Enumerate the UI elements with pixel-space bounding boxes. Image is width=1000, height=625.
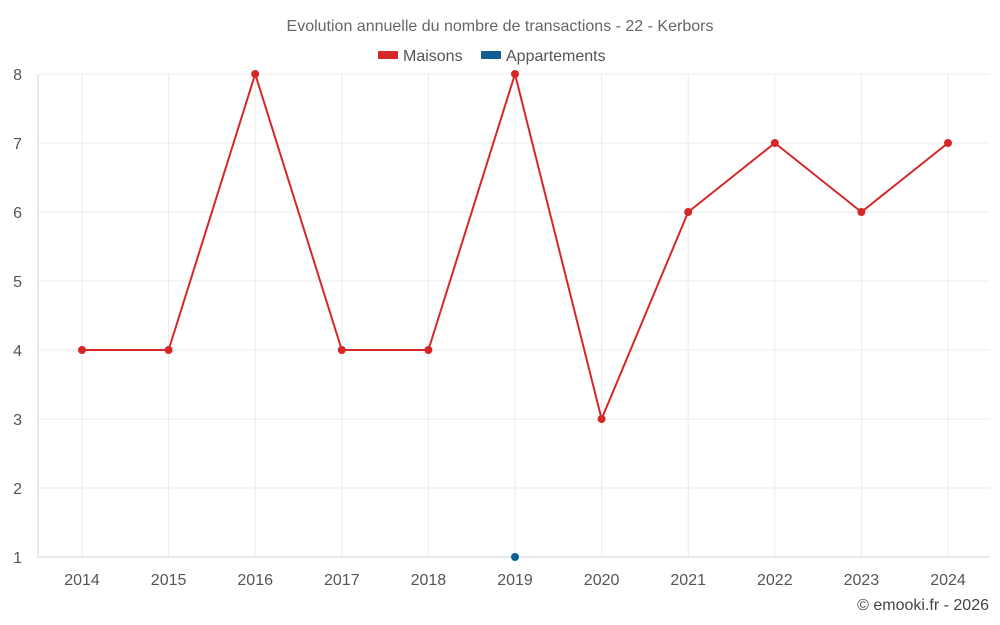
legend: Maisons Appartements	[378, 48, 606, 65]
data-point-maisons	[424, 346, 433, 354]
data-point-maisons	[684, 208, 693, 216]
x-tick-label: 2021	[670, 572, 706, 589]
x-tick-label: 2024	[930, 572, 966, 589]
legend-label-appartements: Appartements	[506, 48, 606, 65]
series-maisons	[78, 70, 952, 423]
x-tick-label: 2017	[324, 572, 360, 589]
data-point-maisons	[597, 415, 606, 423]
data-point-maisons	[251, 70, 260, 78]
plot-series	[78, 70, 952, 561]
y-tick-label: 8	[13, 67, 22, 84]
series-appartements	[511, 553, 519, 561]
data-point-maisons	[857, 208, 866, 216]
y-tick-label: 3	[13, 412, 22, 429]
legend-item-maisons[interactable]: Maisons	[378, 48, 463, 65]
x-tick-label: 2023	[844, 572, 880, 589]
data-point-maisons	[770, 139, 779, 147]
data-point-appartements	[511, 553, 519, 561]
legend-swatch-maisons	[378, 51, 398, 59]
x-tick-label: 2014	[64, 572, 100, 589]
y-tick-label: 2	[13, 481, 22, 498]
credit-text: © emooki.fr - 2026	[857, 597, 989, 614]
y-tick-label: 5	[13, 274, 22, 291]
data-point-maisons	[164, 346, 173, 354]
x-tick-label: 2022	[757, 572, 793, 589]
x-axis-tick-labels: 2014 2015 2016 2017 2018 2019 2020 2021 2022 2023…	[64, 572, 966, 589]
x-tick-label: 2020	[584, 572, 620, 589]
data-point-maisons	[944, 139, 952, 147]
y-tick-label: 6	[13, 205, 22, 222]
grid	[38, 73, 990, 557]
y-tick-label: 7	[13, 136, 22, 153]
x-tick-label: 2018	[411, 572, 447, 589]
x-tick-label: 2016	[237, 572, 273, 589]
legend-label-maisons: Maisons	[403, 48, 463, 65]
chart-title: Evolution annuelle du nombre de transact…	[287, 18, 714, 35]
y-tick-label: 4	[13, 343, 22, 360]
data-point-maisons	[337, 346, 346, 354]
x-tick-label: 2019	[497, 572, 533, 589]
data-point-maisons	[78, 346, 86, 354]
data-point-maisons	[511, 70, 519, 78]
y-axis-tick-labels: 1 2 3 4 5 6 7 8	[13, 67, 22, 567]
legend-swatch-appartements	[481, 51, 501, 59]
x-tick-label: 2015	[151, 572, 187, 589]
legend-item-appartements[interactable]: Appartements	[481, 48, 606, 65]
y-tick-label: 1	[13, 550, 22, 567]
